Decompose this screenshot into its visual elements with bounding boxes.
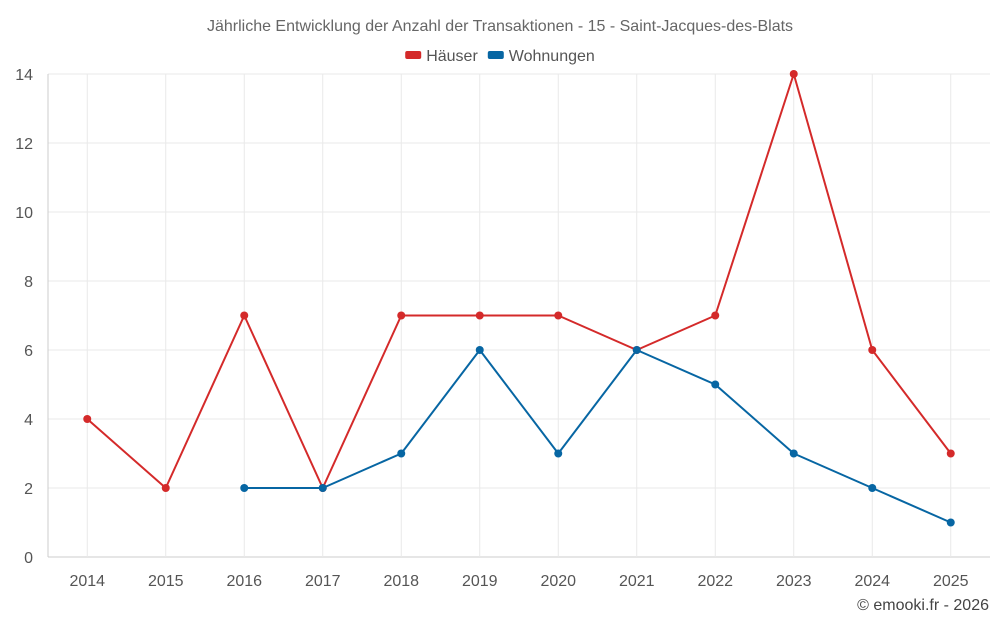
y-tick-label-8: 8: [24, 274, 33, 291]
point-wohnungen-2024[interactable]: [868, 484, 877, 492]
series-wohnungen: [240, 346, 955, 527]
point-haeuser-2025[interactable]: [946, 449, 955, 458]
point-haeuser-2020[interactable]: [554, 311, 563, 320]
legend-swatch-haeuser: [405, 51, 422, 59]
point-wohnungen-2016[interactable]: [240, 484, 249, 492]
y-axis: 0 2 4 6 8 10 12 14: [15, 67, 33, 567]
point-wohnungen-2021[interactable]: [632, 346, 641, 354]
point-haeuser-2015[interactable]: [161, 484, 170, 492]
point-wohnungen-2023[interactable]: [789, 449, 798, 458]
y-tick-label-14: 14: [15, 67, 33, 84]
series-haeuser: [83, 70, 955, 492]
legend-swatch-wohnungen: [487, 51, 504, 59]
x-tick-label-2020: 2020: [540, 573, 576, 590]
series-group: [83, 70, 955, 527]
legend[interactable]: Häuser Wohnungen: [405, 48, 595, 65]
x-tick-label-2025: 2025: [933, 573, 969, 590]
point-haeuser-2022[interactable]: [711, 311, 720, 320]
point-haeuser-2024[interactable]: [868, 346, 877, 354]
legend-label-wohnungen: Wohnungen: [509, 48, 595, 65]
x-tick-label-2021: 2021: [619, 573, 655, 590]
legend-item-wohnungen[interactable]: Wohnungen: [487, 48, 595, 65]
y-tick-label-12: 12: [15, 136, 33, 153]
y-tick-label-10: 10: [15, 205, 33, 222]
y-tick-label-2: 2: [24, 481, 33, 498]
x-tick-label-2022: 2022: [697, 573, 733, 590]
point-haeuser-2014[interactable]: [83, 415, 92, 423]
y-tick-label-0: 0: [24, 550, 33, 567]
point-haeuser-2016[interactable]: [240, 311, 249, 320]
credit-label: © emooki.fr - 2026: [857, 597, 989, 614]
series-line-haeuser: [86, 73, 952, 489]
point-haeuser-2019[interactable]: [475, 311, 484, 320]
y-tick-label-4: 4: [24, 412, 33, 429]
x-tick-label-2015: 2015: [148, 573, 184, 590]
x-tick-label-2017: 2017: [305, 573, 341, 590]
point-wohnungen-2017[interactable]: [318, 484, 327, 492]
point-haeuser-2018[interactable]: [397, 311, 406, 320]
series-line-wohnungen: [244, 349, 952, 524]
x-tick-label-2019: 2019: [462, 573, 498, 590]
point-wohnungen-2022[interactable]: [711, 380, 720, 389]
x-tick-label-2023: 2023: [776, 573, 812, 590]
x-tick-label-2018: 2018: [383, 573, 419, 590]
point-wohnungen-2019[interactable]: [475, 346, 484, 354]
legend-item-haeuser[interactable]: Häuser: [405, 48, 478, 65]
x-tick-label-2014: 2014: [69, 573, 105, 590]
point-wohnungen-2018[interactable]: [397, 449, 406, 458]
point-haeuser-2023[interactable]: [789, 70, 798, 78]
point-wohnungen-2025[interactable]: [946, 518, 955, 527]
chart-title: Jährliche Entwicklung der Anzahl der Tra…: [207, 18, 793, 35]
y-tick-label-6: 6: [24, 343, 33, 360]
legend-label-haeuser: Häuser: [426, 48, 478, 65]
point-wohnungen-2020[interactable]: [554, 449, 563, 458]
x-axis: 2014 2015 2016 2017 2018 2019 2020 2021 2022 2023…: [69, 573, 968, 590]
x-tick-label-2016: 2016: [226, 573, 262, 590]
x-tick-label-2024: 2024: [854, 573, 890, 590]
